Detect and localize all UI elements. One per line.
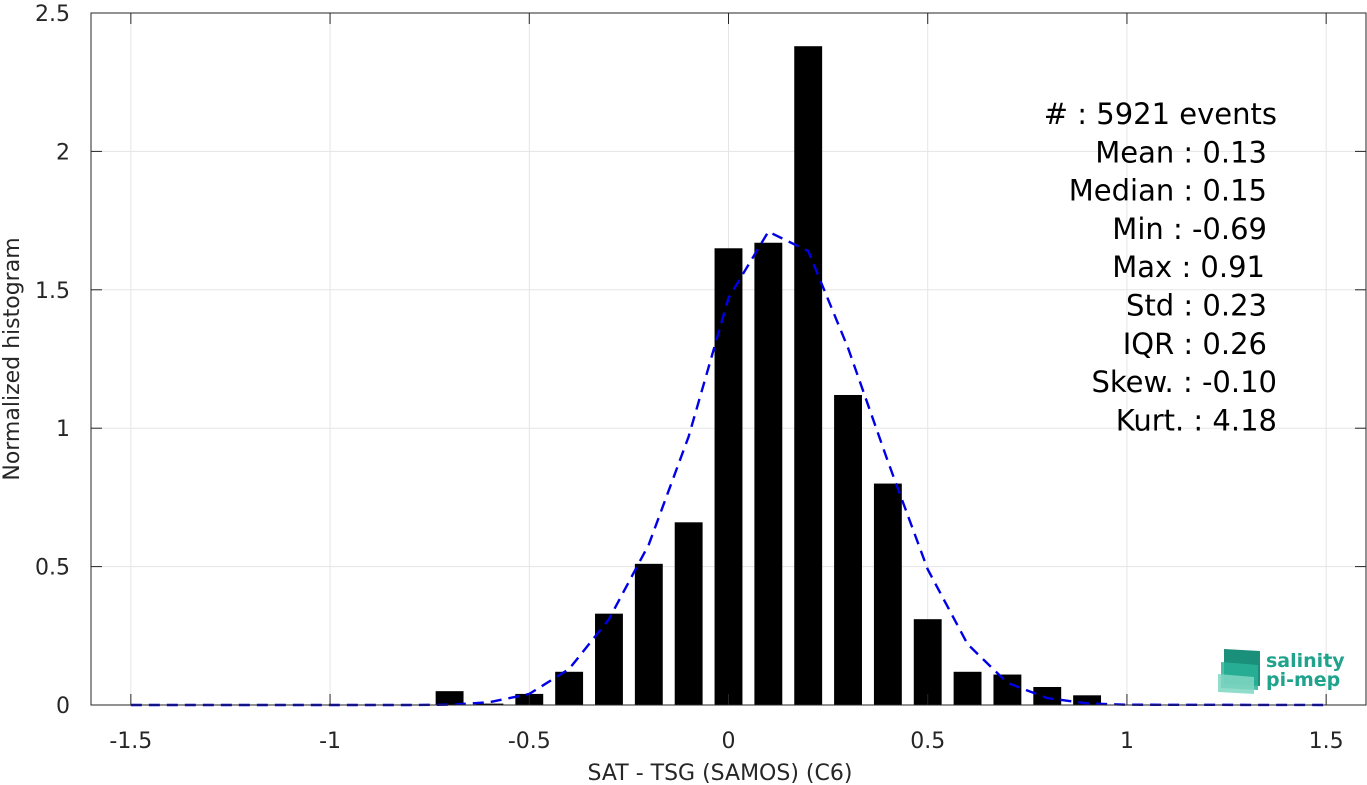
stat-line: Mean : 0.13 <box>1095 135 1267 169</box>
histogram-bar <box>714 248 743 705</box>
y-tick-label: 0 <box>56 694 70 719</box>
stat-line: Median : 0.15 <box>1069 174 1267 208</box>
y-tick-labels: 0 0.5 1 1.5 2 2.5 <box>35 2 70 719</box>
histogram-bar <box>754 242 783 705</box>
x-tick-label: 0.5 <box>910 729 945 754</box>
y-tick-label: 0.5 <box>35 556 70 581</box>
stats-box: # : 5921 events Mean : 0.13 Median : 0.15 M… <box>1044 97 1277 437</box>
x-tick-label: -1 <box>319 729 341 754</box>
histogram-bars <box>435 46 1102 705</box>
salinity-pi-mep-logo: salinity pi-mep <box>1218 649 1345 694</box>
y-tick-label: 2 <box>56 140 70 165</box>
stat-line: Skew. : -0.10 <box>1091 365 1277 399</box>
y-axis-title: Normalized histogram <box>0 237 25 480</box>
stat-line: IQR : 0.26 <box>1123 327 1267 361</box>
x-tick-label: 1 <box>1120 729 1134 754</box>
histogram-bar <box>634 563 663 705</box>
x-tick-label: -1.5 <box>109 729 152 754</box>
stat-line: # : 5921 events <box>1044 97 1277 131</box>
x-tick-label: -0.5 <box>508 729 551 754</box>
axis-ticks <box>91 12 1366 706</box>
histogram-bar <box>595 613 623 705</box>
x-tick-label: 1.5 <box>1309 729 1344 754</box>
histogram-bar <box>794 46 823 705</box>
logo-icon <box>1218 649 1260 694</box>
histogram-bar <box>953 671 982 705</box>
logo-line2: pi-mep <box>1266 669 1340 691</box>
y-tick-label: 2.5 <box>35 2 70 27</box>
histogram-bar <box>913 619 942 705</box>
histogram-bar <box>1073 695 1102 705</box>
histogram-bar <box>435 691 464 705</box>
logo-line1: salinity <box>1266 650 1345 672</box>
x-tick-label: 0 <box>722 729 736 754</box>
fit-curve <box>130 230 1327 707</box>
histogram-bar <box>475 703 504 705</box>
histogram-bar <box>555 671 584 705</box>
histogram-bar <box>1033 687 1062 705</box>
x-tick-labels: -1.5 -1 -0.5 0 0.5 1 1.5 <box>109 729 1343 754</box>
stat-line: Max : 0.91 <box>1112 250 1265 284</box>
histogram-bar <box>873 483 902 705</box>
stat-line: Min : -0.69 <box>1112 212 1267 246</box>
histogram-bar <box>834 394 862 705</box>
x-axis-title: SAT - TSG (SAMOS) (C6) <box>588 761 853 785</box>
stat-line: Kurt. : 4.18 <box>1116 403 1277 437</box>
stat-line: Std : 0.23 <box>1126 289 1267 323</box>
y-tick-label: 1 <box>56 417 70 442</box>
histogram-bar <box>674 522 703 705</box>
y-tick-label: 1.5 <box>35 279 70 304</box>
histogram-bar <box>993 674 1022 705</box>
